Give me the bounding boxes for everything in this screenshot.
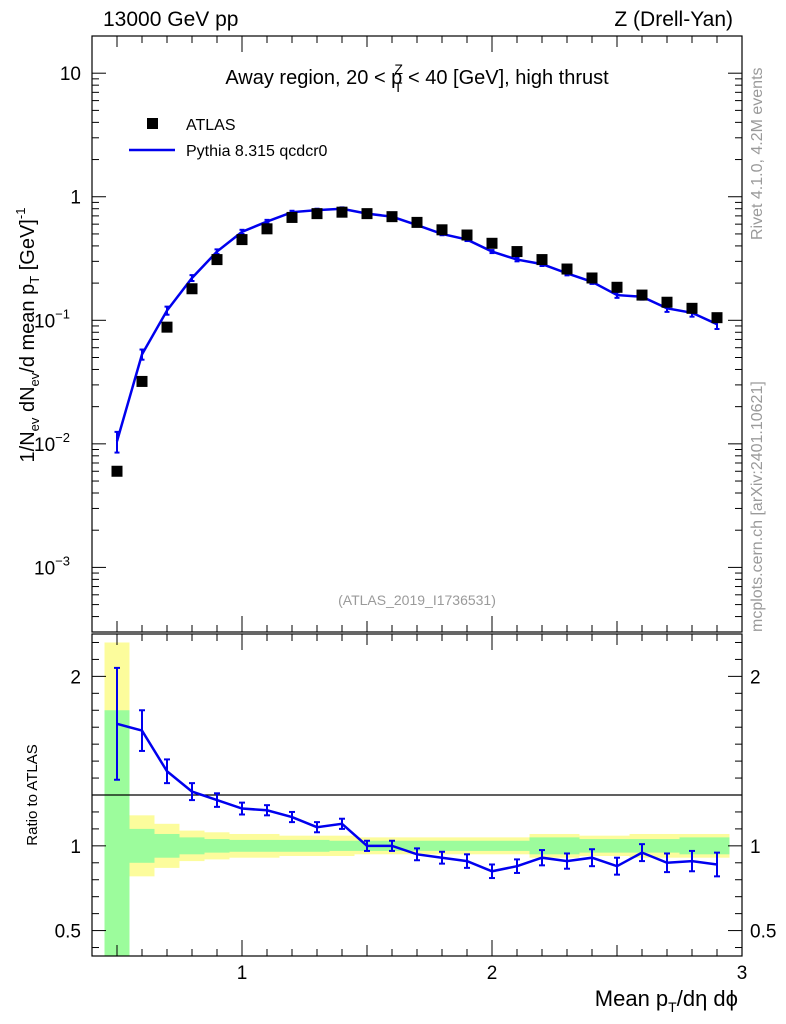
ratio-stat-uncertainty-band — [204, 839, 230, 853]
ratio-stat-uncertainty-band — [579, 839, 605, 853]
plot-title-sup: Z — [394, 61, 403, 77]
ratio-stat-uncertainty-band — [154, 833, 180, 858]
atlas-data-point — [511, 246, 523, 258]
ratio-y-tick-label: 1 — [70, 837, 81, 858]
ratio-stat-uncertainty-band — [329, 840, 355, 851]
atlas-data-point — [236, 234, 248, 246]
atlas-data-point — [461, 229, 473, 241]
main-y-axis: 10 1 10−1 10−2 10−3 — [34, 35, 742, 633]
ratio-stat-uncertainty-band — [404, 840, 430, 851]
main-y-axis-label: 1/Nev dNev/d mean pT [GeV]-1 — [13, 208, 42, 463]
ratio-stat-uncertainty-band — [229, 839, 255, 852]
ratio-y-tick-label: 0.5 — [55, 922, 81, 943]
x-tick-label: 2 — [487, 963, 498, 984]
atlas-data-point — [136, 375, 148, 387]
atlas-data-point — [211, 254, 223, 266]
atlas-data-point — [286, 211, 298, 223]
atlas-data-point — [486, 237, 498, 249]
atlas-data-point — [186, 283, 198, 295]
atlas-data-point — [311, 208, 323, 220]
plot-title: Away region, 20 < pZ T < 40 [GeV], high t… — [225, 61, 609, 95]
main-x-ticks — [91, 36, 743, 632]
x-axis-label-rest: /dη dϕ — [677, 986, 738, 1011]
ratio-stat-uncertainty-band — [654, 839, 680, 853]
plot-title-sub: T — [394, 79, 403, 95]
legend-atlas-label: ATLAS — [186, 117, 236, 134]
ratio-stat-uncertainty-band — [504, 840, 530, 851]
plot-title-suffix: < 40 [GeV], high thrust — [402, 67, 609, 89]
x-tick-label: 3 — [737, 963, 748, 984]
atlas-data-point — [611, 281, 623, 293]
header-energy: 13000 GeV pp — [103, 8, 238, 31]
atlas-data-point — [386, 211, 398, 223]
ratio-stat-uncertainty-band — [254, 839, 280, 852]
atlas-data-point — [436, 224, 448, 236]
legend-pythia-label: Pythia 8.315 qcdcr0 — [186, 143, 328, 160]
mcplots-label: mcplots.cern.ch [arXiv:2401.10621] — [749, 381, 766, 632]
ratio-mc-line — [116, 722, 718, 873]
ratio-stat-uncertainty-band — [679, 837, 705, 855]
ratio-y-axis: 2 2 1 1 0.5 0.5 — [55, 641, 776, 949]
ratio-y-tick-label-right: 2 — [750, 667, 761, 688]
ratio-panel: 2 2 1 1 0.5 0.5 1 2 3 Ratio to ATLAS Mean pT/dη… — [24, 633, 776, 1015]
ratio-stat-uncertainty-band — [179, 837, 205, 855]
atlas-data-point — [411, 216, 423, 228]
ratio-stat-uncertainty-band — [304, 839, 330, 852]
main-panel: 10 1 10−1 10−2 10−3 Away region, 20 < pZ T < … — [13, 35, 743, 633]
ratio-y-tick-label: 2 — [70, 667, 81, 688]
ratio-series — [114, 666, 720, 880]
atlas-data-point — [336, 206, 348, 218]
atlas-data-point — [586, 272, 598, 284]
rivet-version-label: Rivet 4.1.0, 4.2M events — [749, 67, 766, 240]
atlas-data-point — [636, 289, 648, 301]
ratio-stat-uncertainty-band — [554, 837, 580, 855]
main-y-tick-label: 10−1 — [34, 306, 70, 332]
ratio-stat-uncertainty-band — [429, 840, 455, 851]
mc-line — [115, 207, 718, 442]
atlas-data-point — [261, 223, 273, 235]
ratio-stat-uncertainty-band — [529, 837, 555, 855]
ratio-uncertainty-bands — [104, 642, 730, 956]
plot-title-prefix: Away region, 20 < p — [225, 67, 402, 89]
ratio-stat-uncertainty-band — [454, 840, 480, 851]
ratio-stat-uncertainty-band — [129, 828, 155, 863]
ratio-stat-uncertainty-band — [704, 837, 730, 855]
main-series — [111, 206, 723, 477]
ratio-y-tick-label-right: 0.5 — [750, 922, 776, 943]
x-tick-label: 1 — [237, 963, 248, 984]
atlas-data-point — [161, 321, 173, 333]
legend-atlas-marker — [147, 118, 158, 129]
ratio-stat-uncertainty-band — [479, 840, 505, 851]
atlas-data-point — [661, 296, 673, 308]
x-axis-label-sub: T — [668, 999, 677, 1015]
analysis-id: (ATLAS_2019_I1736531) — [338, 592, 496, 608]
x-axis: 1 2 3 — [91, 634, 748, 984]
x-axis-label: Mean pT/dη dϕ — [595, 986, 738, 1015]
ratio-y-axis-label: Ratio to ATLAS — [24, 744, 41, 845]
atlas-data-point — [361, 208, 373, 220]
main-y-tick-label: 10−3 — [34, 553, 70, 579]
x-axis-label-main: Mean p — [595, 986, 668, 1011]
legend: ATLAS Pythia 8.315 qcdcr0 — [129, 117, 328, 160]
atlas-data-point — [686, 302, 698, 314]
main-y-tick-label: 10−2 — [34, 430, 70, 456]
atlas-data-point — [561, 263, 573, 275]
ratio-y-tick-label-right: 1 — [750, 837, 761, 858]
main-y-tick-label: 10 — [60, 64, 81, 85]
ratio-stat-uncertainty-band — [279, 839, 305, 852]
atlas-data-point — [111, 465, 123, 477]
atlas-data-point — [536, 254, 548, 266]
atlas-data-point — [711, 312, 723, 324]
main-y-tick-label: 1 — [70, 188, 81, 209]
header-process: Z (Drell-Yan) — [614, 8, 733, 31]
ratio-stat-uncertainty-band — [604, 839, 630, 853]
